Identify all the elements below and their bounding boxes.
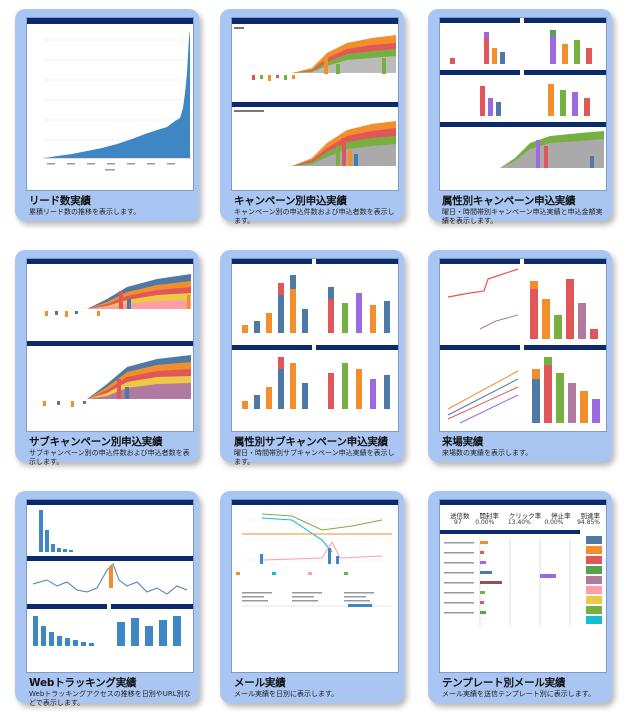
stat-label: 停止率 [551, 512, 571, 520]
report-thumbnail [26, 499, 194, 673]
card-description: サブキャンペーン別の申込件数および申込者数を表示します。 [29, 449, 190, 466]
stacked-bar-grid-thumbnail [232, 259, 398, 409]
card-title: 来場実績 [442, 436, 484, 448]
stat-label: クリック率 [508, 512, 542, 520]
stat-label: 到達率 [580, 512, 601, 520]
report-card-lead-count[interactable]: リード数実績 累積リード数の推移を表示します。 [15, 9, 199, 221]
stat-value: 94.85% [577, 519, 600, 526]
card-title: 属性別キャンペーン申込実績 [442, 195, 576, 207]
stacked-bar-grid-thumbnail [440, 18, 606, 168]
card-title: Webトラッキング実績 [29, 677, 137, 689]
card-description: 累積リード数の推移を表示します。 [29, 208, 141, 216]
stat-label: 送信数 [450, 512, 470, 520]
report-card-web-tracking[interactable]: Webトラッキング実績 Webトラッキングアクセスの推移を日別やURL別などで表… [15, 491, 199, 707]
stacked-area-with-bars-thumbnail [232, 18, 398, 166]
report-thumbnail [231, 499, 399, 673]
report-card-template-mail-results[interactable]: 送信数 開封率 クリック率 停止率 到達率 97 0.00% 13.40% 0.… [428, 491, 612, 703]
card-title: メール実績 [234, 677, 286, 689]
card-title: 属性別サブキャンペーン申込実績 [234, 436, 388, 448]
thumbnail-header-bar [440, 500, 606, 505]
card-description: メール実績を送信テンプレート別に表示します。 [442, 690, 596, 698]
line-and-bar-grid-thumbnail [440, 259, 606, 424]
card-description: Webトラッキングアクセスの推移を日別やURL別などで表示します。 [29, 690, 191, 707]
report-card-attribute-campaign-applications[interactable]: 属性別キャンペーン申込実績 曜日・時間帯別キャンペーン申込実績と申込金額実績を表… [428, 9, 612, 225]
card-title: サブキャンペーン別申込実績 [29, 436, 163, 448]
stat-label: 開封率 [479, 512, 499, 520]
card-description: 曜日・時間帯別サブキャンペーン申込実績を表示します。 [234, 449, 395, 466]
web-tracking-charts-thumbnail [27, 500, 193, 646]
card-description: キャンペーン別の申込件数および申込者数を表示します。 [234, 208, 395, 225]
report-thumbnail [26, 17, 194, 191]
report-thumbnail: 送信数 開封率 クリック率 停止率 到達率 97 0.00% 13.40% 0.… [439, 499, 607, 673]
report-card-mail-results[interactable]: メール実績 メール実績を日別に表示します。 [220, 491, 404, 703]
report-thumbnail [26, 258, 194, 432]
report-card-attribute-subcampaign-applications[interactable]: 属性別サブキャンペーン申込実績 曜日・時間帯別サブキャンペーン申込実績を表示しま… [220, 250, 404, 466]
report-thumbnail [231, 17, 399, 191]
card-description: メール実績を日別に表示します。 [234, 690, 339, 698]
report-card-subcampaign-applications[interactable]: サブキャンペーン別申込実績 サブキャンペーン別の申込件数および申込者数を表示しま… [15, 250, 199, 466]
stat-value: 13.40% [507, 519, 531, 526]
card-title: キャンペーン別申込実績 [234, 195, 347, 207]
stat-value: 97 [454, 519, 462, 526]
card-title: テンプレート別メール実績 [442, 677, 566, 689]
card-description: 来場数の実績を表示します。 [442, 449, 533, 457]
mail-line-chart-thumbnail [232, 500, 398, 607]
report-thumbnail [439, 17, 607, 191]
stats-header-row: 送信数 開封率 クリック率 停止率 到達率 [450, 510, 600, 520]
template-bar-chart-thumbnail [440, 530, 602, 626]
report-card-campaign-applications[interactable]: キャンペーン別申込実績 キャンペーン別の申込件数および申込者数を表示します。 [220, 9, 404, 225]
stat-value: 0.00% [475, 519, 495, 526]
stats-value-row: 97 0.00% 13.40% 0.00% 94.85% [454, 519, 600, 526]
cumulative-area-chart-thumbnail [27, 18, 193, 171]
stat-value: 0.00% [544, 519, 564, 526]
report-thumbnail [439, 258, 607, 432]
card-title: リード数実績 [29, 195, 91, 207]
stacked-area-with-bars-thumbnail [27, 259, 193, 407]
card-description: 曜日・時間帯別キャンペーン申込実績と申込金額実績を表示します。 [442, 208, 603, 225]
report-card-visit-results[interactable]: 来場実績 来場数の実績を表示します。 [428, 250, 612, 462]
report-thumbnail [231, 258, 399, 432]
